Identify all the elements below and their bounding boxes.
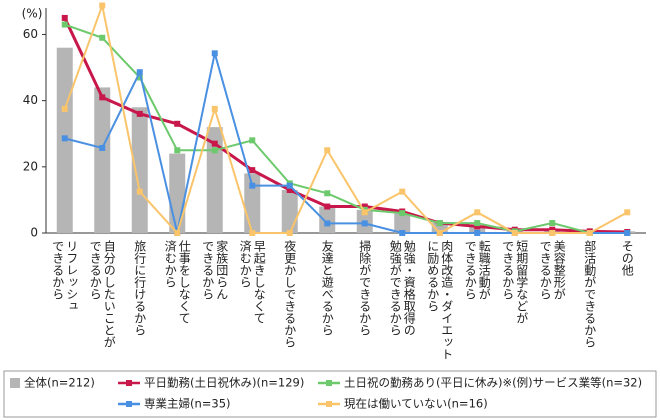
marker [136, 110, 143, 117]
bar [469, 226, 486, 233]
marker [474, 223, 481, 230]
marker [474, 220, 481, 227]
marker [211, 140, 218, 147]
x-tick-label: 短期留学などが できるから [500, 240, 529, 324]
marker [174, 147, 181, 154]
y-tick-label: 20 [23, 159, 38, 173]
y-unit-label: (%) [22, 7, 43, 21]
marker [624, 209, 631, 216]
legend-label: 全体(n=212) [24, 376, 95, 390]
x-tick-label: 旅行に行けるから [132, 240, 147, 336]
legend-marker [326, 401, 332, 407]
bar [394, 213, 411, 233]
legend-label: 専業主婦(n=35) [144, 397, 231, 411]
bar [281, 189, 298, 233]
marker [61, 105, 68, 112]
legend-marker [126, 380, 132, 386]
marker [136, 74, 143, 81]
line [63, 1, 628, 235]
legend-marker [126, 401, 132, 407]
marker [361, 203, 368, 210]
x-tick-label: 部活動ができるから [582, 240, 597, 348]
marker [61, 21, 68, 28]
marker [436, 220, 443, 227]
marker [399, 210, 406, 217]
marker [174, 230, 181, 236]
marker [249, 230, 256, 236]
marker [586, 230, 593, 236]
bar [319, 206, 336, 233]
x-tick-label: 早起きしなくて 済むから [238, 240, 267, 324]
bar [206, 127, 223, 233]
y-tick-label: 60 [23, 27, 38, 41]
x-tick-label: 自分のしたいことが できるから [88, 240, 117, 348]
marker [474, 209, 481, 216]
marker [549, 220, 556, 227]
marker [99, 2, 106, 9]
marker [136, 69, 143, 76]
marker [624, 230, 631, 236]
x-tick-label: 夜更かしできるから [282, 240, 297, 348]
marker [61, 14, 68, 21]
x-tick-label: 友達と遊べるから [320, 240, 335, 336]
marker [249, 182, 256, 189]
marker [174, 120, 181, 127]
marker [211, 147, 218, 154]
marker [399, 230, 406, 236]
legend-box [3, 370, 657, 418]
marker [511, 230, 518, 236]
y-tick-label: 0 [30, 226, 38, 240]
marker [361, 220, 368, 227]
x-tick-label: リフレッシュ できるから [50, 240, 79, 312]
marker [249, 137, 256, 144]
marker [549, 230, 556, 236]
marker [324, 190, 331, 197]
legend-marker [326, 380, 332, 386]
marker [324, 203, 331, 210]
marker [136, 188, 143, 195]
marker [99, 34, 106, 41]
marker [399, 188, 406, 195]
bar [131, 107, 148, 233]
line [63, 17, 628, 234]
marker [549, 226, 556, 233]
x-tick-label: 肉体改造・ダイエット に励めるから [425, 240, 454, 360]
marker [324, 147, 331, 154]
marker [324, 220, 331, 227]
bar [431, 223, 448, 233]
y-tick-label: 40 [23, 93, 38, 107]
x-tick-label: その他 [620, 240, 635, 276]
x-tick-label: 転職活動が できるから [463, 240, 492, 300]
x-tick-label: 家族団らん できるから [200, 240, 229, 300]
marker [211, 50, 218, 57]
marker [99, 144, 106, 151]
legend-label: 現在は働いていない(n=16) [344, 397, 488, 411]
x-tick-label: 勉強・資格取得の 勉強ができるから [388, 240, 417, 336]
marker [99, 94, 106, 101]
x-tick-label: 掃除ができるから [357, 240, 372, 336]
marker [61, 135, 68, 142]
marker [436, 230, 443, 236]
marker [286, 182, 293, 189]
marker [286, 186, 293, 193]
x-tick-label: 仕事をしなくて 済むから [163, 240, 192, 324]
marker [211, 105, 218, 112]
marker [474, 230, 481, 236]
bar [94, 87, 111, 233]
bar [169, 153, 186, 233]
line [64, 23, 628, 234]
marker [361, 209, 368, 216]
legend-label: 平日勤務(土日祝休み)(n=129) [144, 376, 304, 390]
legend-label: 土日祝の勤務あり(平日に休み)※(例)サービス業等(n=32) [344, 376, 642, 390]
marker [249, 167, 256, 174]
marker [286, 230, 293, 236]
legend-swatch [10, 378, 20, 388]
x-tick-label: 美容整形が できるから [538, 240, 567, 300]
